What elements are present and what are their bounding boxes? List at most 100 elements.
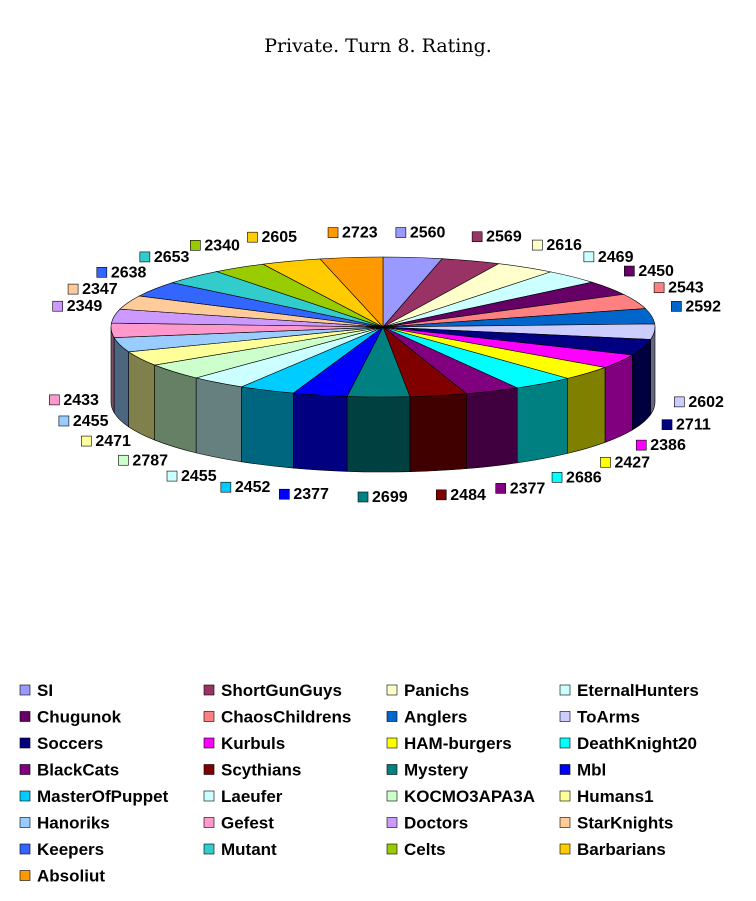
data-label-value: 2347 — [82, 281, 118, 298]
data-label-marker — [247, 231, 258, 243]
data-label-doctors: 2349 — [52, 298, 102, 315]
data-label-value: 2452 — [235, 479, 271, 496]
legend-entry-blackcats: BlackCats — [19, 761, 119, 780]
legend-label: Hanoriks — [37, 814, 110, 833]
legend-entry-soccers: Soccers — [19, 734, 103, 753]
legend-swatch — [19, 684, 31, 696]
legend-entry-kocmo3apa3a: KOCMO3APA3A — [386, 787, 535, 806]
legend-label: DeathKnight20 — [577, 734, 697, 753]
data-label-mystery: 2699 — [357, 489, 408, 506]
legend-entry-chaoschildrens: ChaosChildrens — [203, 708, 351, 727]
legend-entry-anglers: Anglers — [386, 708, 467, 727]
data-label-mbl: 2377 — [279, 486, 329, 503]
slice-side-masterofpuppet — [241, 386, 294, 469]
data-label-masterofpuppet: 2452 — [220, 479, 271, 496]
legend-label: MasterOfPuppet — [37, 787, 169, 806]
data-label-value: 2377 — [293, 486, 329, 503]
data-label-value: 2605 — [261, 229, 297, 246]
legend-swatch — [559, 817, 571, 828]
data-label-marker — [671, 301, 682, 312]
data-label-mutant: 2653 — [139, 249, 190, 266]
legend-swatch — [203, 817, 215, 828]
legend-entry-humans1: Humans1 — [559, 787, 654, 806]
data-label-marker — [81, 435, 92, 447]
data-label-value: 2455 — [181, 468, 217, 485]
legend-label: Mutant — [221, 840, 277, 859]
legend-entry-toarms: ToArms — [559, 708, 640, 727]
slice-side-blackcats — [466, 387, 518, 469]
pie-sides — [110, 326, 656, 473]
legend-label: Humans1 — [577, 787, 654, 806]
slice-side-scythians — [409, 393, 467, 472]
data-label-si: 2560 — [395, 225, 446, 242]
legend-entry-mutant: Mutant — [203, 840, 277, 859]
data-label-marker — [435, 489, 447, 501]
pie-top-faces — [110, 256, 656, 398]
data-label-value: 2699 — [372, 489, 408, 506]
slice-side-kurbuls — [604, 354, 633, 443]
legend-entry-deathknight20: DeathKnight20 — [559, 734, 697, 753]
legend-label: EternalHunters — [577, 681, 699, 700]
legend-label: Scythians — [221, 761, 301, 780]
legend-entry-celts: Celts — [386, 840, 446, 859]
legend-swatch — [386, 817, 398, 828]
legend-entry-chugunok: Chugunok — [19, 708, 122, 727]
data-label-marker — [166, 470, 178, 482]
legend-swatch — [559, 843, 571, 855]
data-label-marker — [58, 415, 70, 427]
data-label-value: 2433 — [63, 392, 99, 409]
legend-swatch — [386, 684, 398, 696]
data-label-value: 2616 — [546, 237, 582, 254]
slice-side-laeufer — [195, 377, 242, 463]
data-label-marker — [495, 483, 507, 494]
data-label-kocmo3apa3a: 2787 — [118, 452, 168, 469]
legend-swatch — [203, 790, 215, 802]
data-label-eternalhunters: 2469 — [583, 249, 634, 266]
data-label-laeufer: 2455 — [166, 468, 217, 485]
legend-label: Mystery — [404, 761, 469, 780]
legend-entry-mystery: Mystery — [386, 761, 469, 780]
legend-entry-masterofpuppet: MasterOfPuppet — [19, 787, 169, 806]
data-label-marker — [653, 282, 665, 294]
legend-swatch — [203, 684, 215, 696]
data-label-humans1: 2471 — [81, 433, 131, 450]
legend-swatch — [19, 790, 31, 802]
legend-label: BlackCats — [37, 761, 119, 780]
legend-entry-ham-burgers: HAM-burgers — [386, 734, 512, 753]
legend-swatch — [19, 711, 31, 722]
legend-entry-barbarians: Barbarians — [559, 840, 666, 859]
legend-label: Anglers — [404, 708, 467, 727]
data-label-kurbuls: 2386 — [635, 437, 686, 454]
data-label-marker — [96, 267, 108, 278]
data-label-marker — [471, 231, 483, 243]
data-label-soccers: 2711 — [661, 417, 711, 434]
slice-side-kocmo3apa3a — [154, 364, 197, 454]
data-label-marker — [674, 396, 685, 408]
data-label-value: 2377 — [510, 480, 546, 497]
legend-swatch — [386, 790, 398, 802]
legend-label: KOCMO3APA3A — [404, 787, 535, 806]
legend-swatch — [559, 711, 571, 722]
data-label-keepers: 2638 — [96, 264, 147, 281]
data-label-marker — [49, 394, 60, 406]
slice-side-mystery — [346, 396, 411, 473]
legend-label: Soccers — [37, 734, 103, 753]
data-label-starknights: 2347 — [67, 281, 118, 298]
slice-side-deathknight20 — [516, 378, 568, 464]
data-label-chaoschildrens: 2543 — [653, 280, 704, 297]
data-label-shortgunguys: 2569 — [471, 229, 522, 246]
legend-swatch — [19, 817, 31, 828]
data-label-value: 2787 — [132, 452, 168, 469]
data-label-marker — [624, 265, 635, 277]
legend-entry-gefest: Gefest — [203, 814, 274, 833]
data-label-marker — [661, 419, 673, 430]
legend-label: Keepers — [37, 840, 104, 859]
legend-label: Panichs — [404, 681, 469, 700]
legend-entry-starknights: StarKnights — [559, 814, 673, 833]
data-label-marker — [52, 300, 64, 312]
data-label-anglers: 2592 — [671, 298, 721, 315]
data-label-marker — [279, 488, 290, 500]
data-label-marker — [635, 439, 647, 451]
